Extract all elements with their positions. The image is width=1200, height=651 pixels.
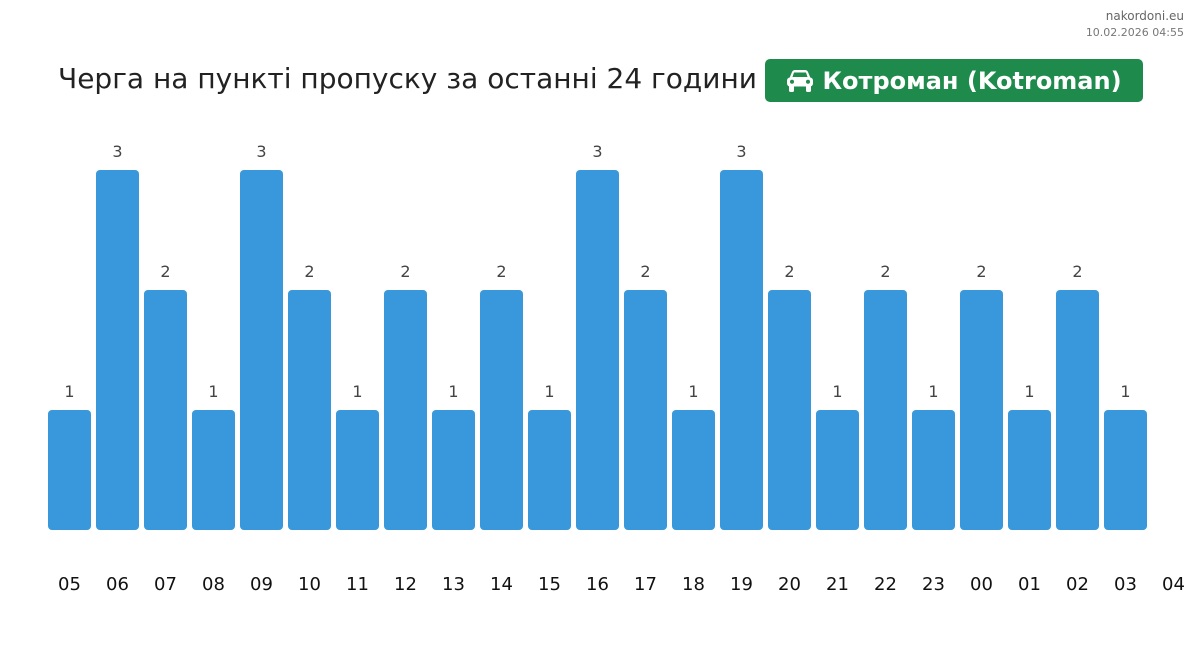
value-label-02: 2 — [1072, 262, 1082, 281]
x-tick-label-11: 11 — [346, 574, 369, 595]
x-tick-label-01: 01 — [1018, 574, 1041, 595]
value-label-22: 2 — [880, 262, 890, 281]
bar-08 — [192, 410, 235, 530]
value-label-21: 1 — [832, 382, 842, 401]
x-tick-label-23: 23 — [922, 574, 945, 595]
x-tick-label-06: 06 — [106, 574, 129, 595]
value-label-15: 1 — [544, 382, 554, 401]
x-tick-label-05: 05 — [58, 574, 81, 595]
value-label-11: 1 — [352, 382, 362, 401]
bar-07 — [144, 290, 187, 530]
bar-11 — [336, 410, 379, 530]
page-title: Черга на пункті пропуску за останні 24 г… — [58, 62, 757, 95]
value-label-14: 2 — [496, 262, 506, 281]
value-label-23: 1 — [928, 382, 938, 401]
bar-18 — [672, 410, 715, 530]
bar-20 — [768, 290, 811, 530]
bar-00 — [960, 290, 1003, 530]
bar-09 — [240, 170, 283, 530]
bar-15 — [528, 410, 571, 530]
x-tick-label-04: 04 — [1162, 574, 1185, 595]
x-tick-label-14: 14 — [490, 574, 513, 595]
bar-17 — [624, 290, 667, 530]
bar-02 — [1056, 290, 1099, 530]
value-label-05: 1 — [64, 382, 74, 401]
bar-05 — [48, 410, 91, 530]
bar-21 — [816, 410, 859, 530]
x-tick-label-16: 16 — [586, 574, 609, 595]
bar-23 — [912, 410, 955, 530]
value-label-10: 2 — [304, 262, 314, 281]
value-label-20: 2 — [784, 262, 794, 281]
bar-14 — [480, 290, 523, 530]
bar-16 — [576, 170, 619, 530]
bar-10 — [288, 290, 331, 530]
bar-03 — [1104, 410, 1147, 530]
x-tick-label-15: 15 — [538, 574, 561, 595]
value-label-08: 1 — [208, 382, 218, 401]
value-label-13: 1 — [448, 382, 458, 401]
car-icon — [786, 69, 814, 93]
x-tick-label-07: 07 — [154, 574, 177, 595]
checkpoint-name: Котроман (Kotroman) — [822, 66, 1122, 95]
site-name: nakordoni.eu — [1105, 9, 1184, 23]
value-label-00: 2 — [976, 262, 986, 281]
x-tick-label-10: 10 — [298, 574, 321, 595]
bar-12 — [384, 290, 427, 530]
x-tick-label-19: 19 — [730, 574, 753, 595]
bar-13 — [432, 410, 475, 530]
x-tick-label-22: 22 — [874, 574, 897, 595]
x-tick-label-17: 17 — [634, 574, 657, 595]
x-tick-label-18: 18 — [682, 574, 705, 595]
checkpoint-badge: Котроман (Kotroman) — [765, 59, 1143, 102]
x-tick-label-09: 09 — [250, 574, 273, 595]
x-tick-label-20: 20 — [778, 574, 801, 595]
bar-06 — [96, 170, 139, 530]
value-label-01: 1 — [1024, 382, 1034, 401]
x-tick-label-13: 13 — [442, 574, 465, 595]
value-label-16: 3 — [592, 142, 602, 161]
x-tick-label-02: 02 — [1066, 574, 1089, 595]
value-label-12: 2 — [400, 262, 410, 281]
bar-01 — [1008, 410, 1051, 530]
bar-19 — [720, 170, 763, 530]
value-label-18: 1 — [688, 382, 698, 401]
bar-22 — [864, 290, 907, 530]
value-label-17: 2 — [640, 262, 650, 281]
x-tick-label-21: 21 — [826, 574, 849, 595]
timestamp: 10.02.2026 04:55 — [1085, 26, 1184, 39]
value-label-06: 3 — [112, 142, 122, 161]
x-tick-label-12: 12 — [394, 574, 417, 595]
value-label-19: 3 — [736, 142, 746, 161]
x-tick-label-00: 00 — [970, 574, 993, 595]
x-tick-label-03: 03 — [1114, 574, 1137, 595]
value-label-03: 1 — [1120, 382, 1130, 401]
x-tick-label-08: 08 — [202, 574, 225, 595]
value-label-09: 3 — [256, 142, 266, 161]
value-label-07: 2 — [160, 262, 170, 281]
